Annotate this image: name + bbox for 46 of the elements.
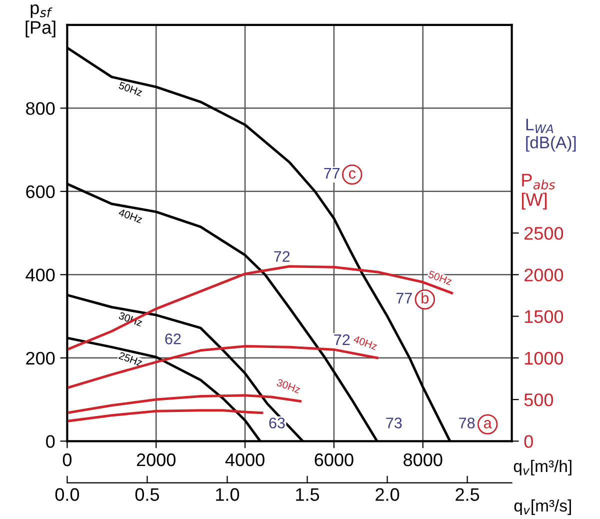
x-tick-label: 6000 bbox=[314, 453, 354, 466]
text: 25Hz bbox=[118, 352, 143, 367]
text: L$_{WA}$ [dB(A)] bbox=[526, 118, 576, 152]
text: 40Hz bbox=[353, 335, 378, 350]
line-series bbox=[67, 409, 264, 422]
x2-tick-label: 1.0 bbox=[216, 488, 240, 501]
text: 30Hz bbox=[276, 378, 301, 394]
y2-tick-label: 1000 bbox=[524, 352, 564, 365]
y2-tick-label: 2500 bbox=[524, 226, 564, 240]
y-tick-label: 400 bbox=[26, 268, 55, 282]
y-tick-label: 0 bbox=[46, 435, 55, 448]
annotation: b bbox=[422, 292, 428, 304]
x-tick-label: 2000 bbox=[136, 453, 176, 466]
annotation: 77 bbox=[324, 168, 340, 179]
y2-tick-label: 2000 bbox=[524, 268, 564, 282]
annotation: 62 bbox=[165, 334, 181, 344]
x2-tick-label: 1.5 bbox=[296, 488, 320, 501]
text: 50Hz bbox=[118, 82, 143, 96]
x-tick-label: 0 bbox=[62, 453, 72, 466]
y2-tick-label: 500 bbox=[524, 393, 554, 406]
annotation: 77 bbox=[396, 292, 412, 304]
text: 40Hz bbox=[118, 208, 143, 224]
y-tick-label: 800 bbox=[26, 102, 55, 115]
x2-tick-label: 0.0 bbox=[55, 488, 80, 501]
x2-axis-title: q$_{v}$[m³/s] bbox=[514, 499, 571, 515]
x2-tick-label: 2.5 bbox=[456, 488, 480, 501]
annotation: c bbox=[348, 170, 356, 179]
x2-tick-label: 2.0 bbox=[376, 488, 400, 501]
text: 50Hz bbox=[428, 270, 452, 286]
y2-tick-label: 1500 bbox=[524, 310, 564, 323]
line-series bbox=[67, 394, 302, 414]
annotation: 73 bbox=[386, 418, 402, 428]
x-tick-label: 8000 bbox=[404, 453, 442, 466]
annotation: 78 bbox=[459, 418, 475, 428]
x-axis-title: q$_{v}$[m³/h] bbox=[514, 460, 572, 476]
y-tick-label: 200 bbox=[26, 352, 55, 365]
y-axis-title: p$_{sf}$ [Pa] bbox=[26, 4, 56, 38]
x-tick-label: 4000 bbox=[225, 453, 264, 466]
y-tick-label: 600 bbox=[26, 185, 55, 198]
annotation: 72 bbox=[334, 334, 350, 346]
y2-axis-title: P$_{abs}$ [W] bbox=[522, 174, 555, 210]
annotation: 63 bbox=[269, 418, 285, 428]
x2-tick-label: 0.5 bbox=[135, 488, 160, 501]
annotation: 72 bbox=[274, 251, 290, 262]
y2-tick-label: 0 bbox=[524, 435, 533, 448]
annotation: a bbox=[484, 420, 492, 428]
